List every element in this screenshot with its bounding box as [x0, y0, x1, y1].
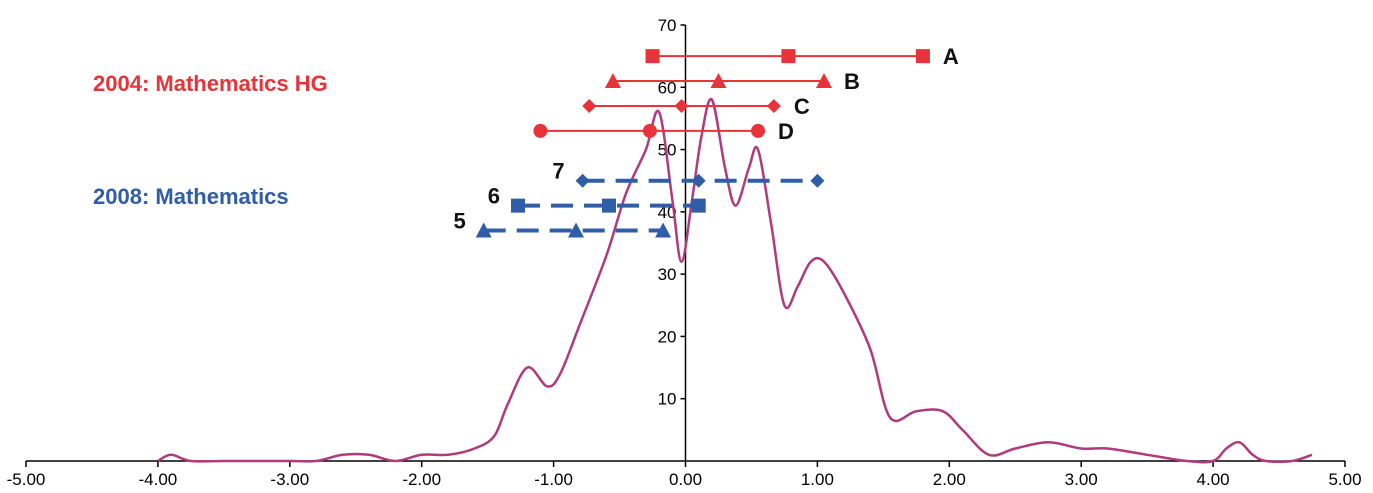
series-label: B — [844, 69, 860, 94]
legend-title-2008: 2008: Mathematics — [93, 184, 289, 209]
series-label: 7 — [552, 159, 564, 184]
y-tick-label: 30 — [658, 265, 677, 284]
series-marker — [815, 73, 832, 89]
y-tick-label: 60 — [658, 78, 677, 97]
series-label: C — [794, 94, 810, 119]
series-label: D — [778, 119, 794, 144]
range-series-6: 6 — [488, 184, 706, 213]
series-label: 5 — [453, 209, 465, 234]
range-series-A: A — [645, 44, 959, 69]
series-marker — [582, 98, 597, 113]
x-tick-label: 3.00 — [1065, 470, 1098, 489]
x-tick-label: -2.00 — [402, 470, 441, 489]
series-label: 6 — [488, 184, 500, 209]
series-marker — [575, 173, 590, 188]
x-tick-label: 2.00 — [933, 470, 966, 489]
range-series-5: 5 — [453, 209, 672, 238]
y-tick-label: 70 — [658, 16, 677, 35]
x-tick-label: 5.00 — [1328, 470, 1361, 489]
series-marker — [533, 123, 548, 138]
range-series-B: B — [604, 69, 860, 94]
x-tick-label: -5.00 — [7, 470, 46, 489]
series-marker — [604, 73, 621, 89]
series-marker — [915, 49, 930, 64]
x-tick-label: -3.00 — [270, 470, 309, 489]
series-marker — [781, 49, 796, 64]
x-tick-label: -1.00 — [534, 470, 573, 489]
series-marker — [568, 222, 585, 238]
x-tick-label: -4.00 — [139, 470, 178, 489]
series-marker — [691, 198, 706, 213]
series-marker — [751, 123, 766, 138]
range-series-D: D — [533, 119, 794, 144]
series-marker — [601, 198, 616, 213]
legend-title-2004: 2004: Mathematics HG — [93, 71, 328, 96]
y-tick-label: 20 — [658, 327, 677, 346]
y-tick-label: 10 — [658, 390, 677, 409]
series-marker — [810, 173, 825, 188]
series-marker — [655, 222, 672, 238]
range-series-7: 7 — [552, 159, 825, 188]
x-tick-label: 1.00 — [801, 470, 834, 489]
density-curve — [157, 97, 1313, 464]
series-marker — [674, 98, 689, 113]
x-tick-label: 4.00 — [1197, 470, 1230, 489]
series-marker — [691, 173, 706, 188]
series-marker — [710, 73, 727, 89]
series-label: A — [943, 44, 959, 69]
series-marker — [475, 222, 492, 238]
x-tick-label: 0.00 — [669, 470, 702, 489]
series-marker — [510, 198, 525, 213]
range-series-C: C — [582, 94, 810, 119]
series-marker — [766, 98, 781, 113]
series-marker — [645, 49, 660, 64]
series-marker — [642, 123, 657, 138]
